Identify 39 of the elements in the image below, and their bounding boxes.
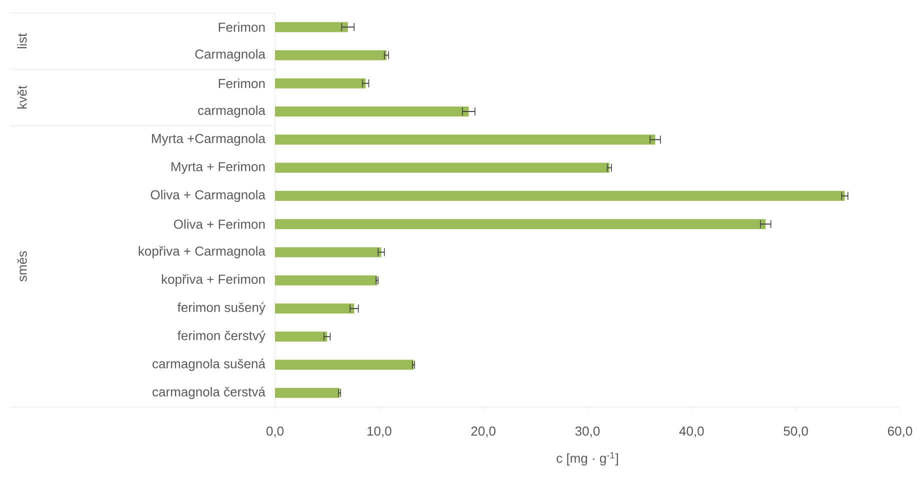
bar	[275, 247, 382, 258]
y-tick-label: Ferimon	[218, 78, 265, 88]
y-tick-label: Oliva + Carmagnola	[150, 190, 266, 202]
bar	[275, 106, 469, 116]
bar	[275, 50, 386, 60]
y-tick-label: Myrta +Carmagnola	[152, 134, 266, 146]
bar	[275, 388, 340, 398]
y-tick-label: carmagnola	[198, 105, 266, 118]
text: směs	[17, 251, 27, 282]
y-tick-label: ferimon sušený	[178, 302, 266, 315]
y-tick-label: Ferimon	[218, 22, 265, 32]
y-tick-label: carmagnola čerstvá	[152, 386, 266, 400]
bar	[275, 275, 378, 286]
x-tick-label: 50,0	[784, 426, 808, 438]
bar	[275, 332, 328, 342]
text: list	[17, 33, 27, 48]
y-tick-label: ferimon čerstvý	[178, 330, 266, 343]
y-tick-label: kopřiva + Ferimon	[162, 274, 265, 286]
bar	[275, 360, 414, 370]
x-tick-label: 40,0	[679, 426, 704, 438]
bar	[275, 219, 766, 230]
bar	[275, 190, 845, 201]
x-tick-label: 60,0	[888, 426, 912, 438]
x-tick-label: 30,0	[575, 426, 600, 438]
bar	[275, 22, 348, 32]
x-axis-title: c [mg · g$^{-1}$]	[556, 452, 618, 466]
text: květ	[17, 86, 27, 108]
y-tick-label: kopřiva + Carmagnola	[138, 246, 266, 258]
y-tick-label: Myrta + Ferimon	[172, 162, 265, 174]
y-tick-label: carmagnola sušená	[152, 358, 266, 371]
x-tick-label: 10,0	[368, 426, 392, 438]
x-tick-label: 20,0	[471, 426, 496, 438]
y-tick-label: Oliva + Ferimon	[174, 219, 265, 229]
bar	[275, 303, 354, 314]
y-tick-label: Carmagnola	[195, 49, 266, 62]
bar	[275, 162, 610, 173]
bar	[275, 134, 656, 145]
bar	[275, 78, 366, 88]
x-tick-label: 0,0	[266, 426, 284, 438]
